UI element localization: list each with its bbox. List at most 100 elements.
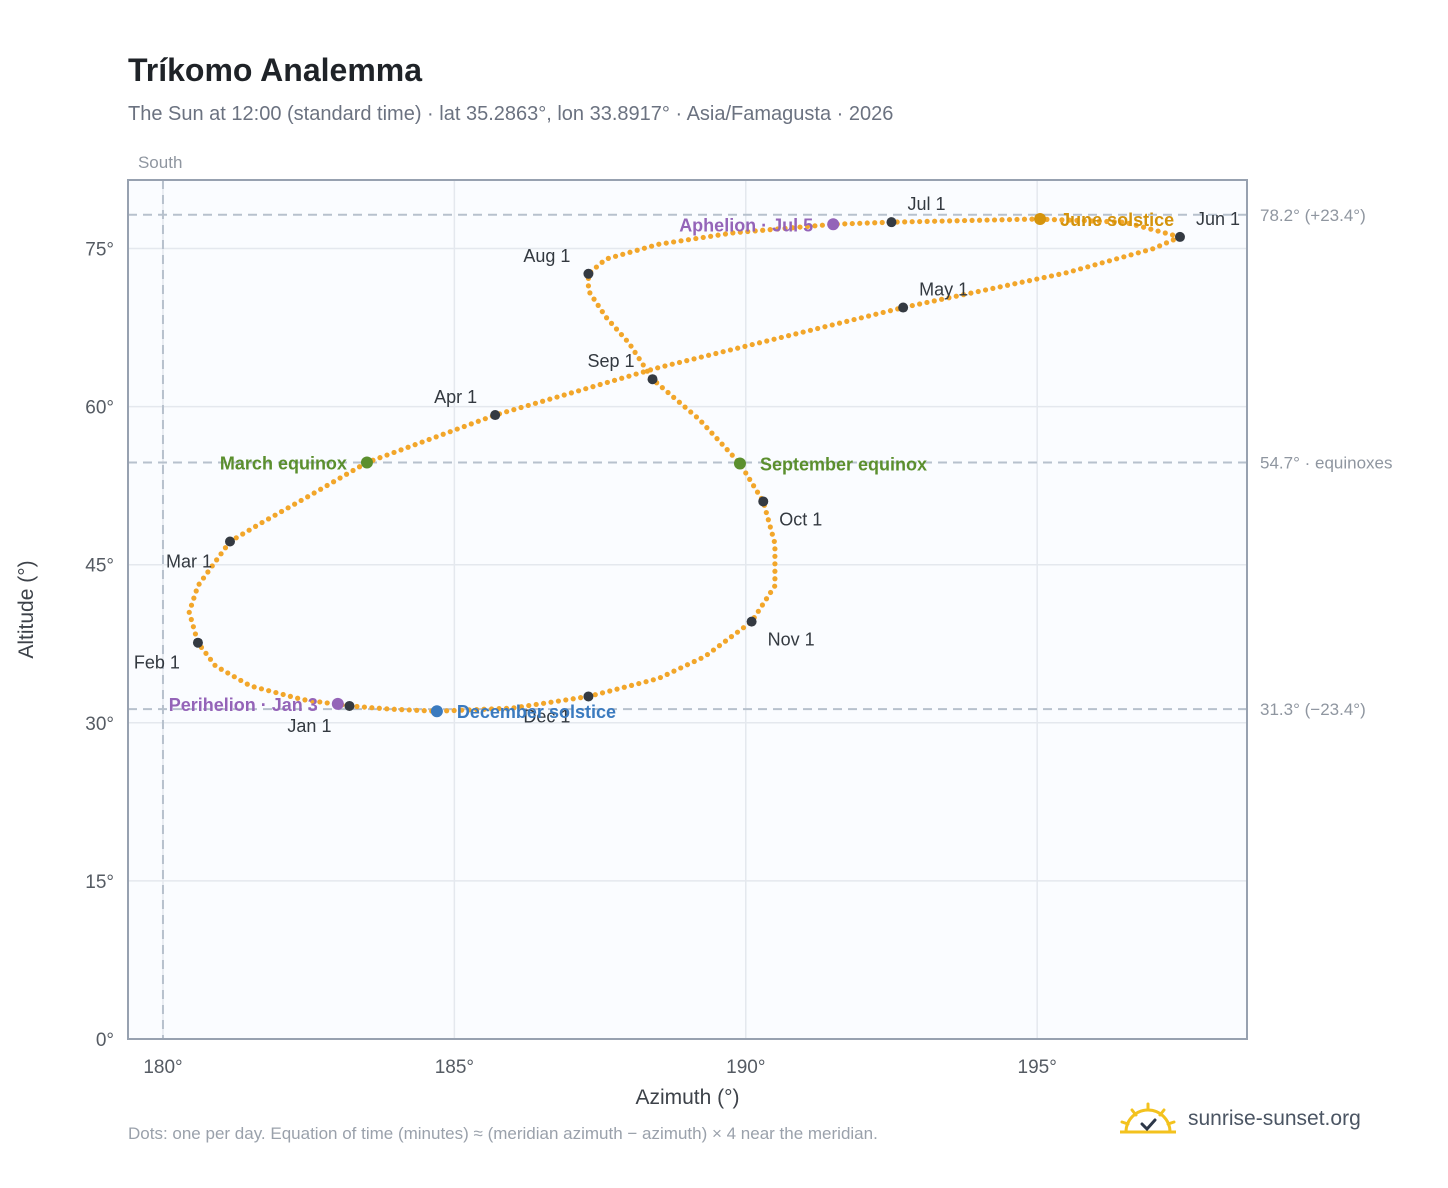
event-marker-label: September equinox [760,455,927,475]
analemma-dot [188,602,195,608]
y-axis-label: Altitude (°) [15,560,38,658]
analemma-dot [1012,281,1018,287]
analemma-dot [698,354,704,360]
analemma-dot [518,404,524,411]
analemma-dot [960,292,967,298]
analemma-dot [742,343,748,349]
analemma-dot [822,324,828,330]
analemma-dot [636,680,642,687]
analemma-dot [309,698,315,704]
analemma-dot [844,318,850,324]
analemma-dot [976,217,983,223]
analemma-dot [421,708,427,714]
analemma-dot [691,658,697,665]
analemma-dot [698,655,704,661]
analemma-dot [330,479,337,485]
analemma-dot [587,290,593,296]
analemma-dot [1081,218,1087,224]
analemma-dot [540,398,546,404]
plot-area [128,180,1247,1039]
analemma-dot [298,497,304,504]
analemma-dot [864,220,870,226]
analemma-dot [797,224,803,230]
analemma-dot [740,625,747,631]
analemma-dot [990,285,996,292]
analemma-dot [599,259,605,265]
analemma-dot [671,668,677,674]
analemma-dot [655,365,661,371]
brand[interactable]: sunrise-sunset.org [1120,1102,1361,1136]
analemma-dot [554,394,560,400]
analemma-dot [620,251,626,257]
analemma-dot [804,223,811,230]
analemma-dot [272,512,278,518]
month-marker-dot [344,700,355,711]
analemma-dot [772,546,778,552]
analemma-dot [917,301,923,307]
y-tick-label: 15° [85,872,114,893]
analemma-dot [924,299,930,306]
plot-background [128,180,1247,1039]
analemma-dot [607,688,613,694]
analemma-dot [999,217,1005,223]
analemma-dot [851,316,857,323]
analemma-dot [756,340,763,346]
analemma-dot [384,452,390,458]
analemma-dot [578,695,584,701]
x-tick-label: 185° [435,1057,474,1078]
month-marker-label: Apr 1 [434,387,477,407]
analemma-dot [719,441,725,447]
analemma-dot [240,531,246,537]
footnote: Dots: one per day. Equation of time (min… [128,1124,878,1143]
chart-subtitle: The Sun at 12:00 (standard time) · lat 3… [128,103,894,125]
analemma-dot [1170,237,1176,243]
analemma-dot [671,394,677,400]
analemma-dot [665,389,671,396]
analemma-dot [196,581,202,587]
analemma-dot [1111,219,1117,225]
analemma-dot [246,527,252,533]
analemma-dot [671,239,677,245]
analemma-dot [650,677,656,683]
chart-title: Tríkomo Analemma [128,52,423,88]
analemma-dot [763,596,770,602]
analemma-dot [555,698,561,704]
analemma-dot [599,309,605,315]
analemma-dot [540,700,547,706]
analemma-dot [337,475,343,481]
analemma-dot [710,647,717,653]
analemma-dot [767,227,773,233]
analemma-dot [212,662,218,668]
analemma-dot [640,362,646,368]
analemma-dot [755,608,761,614]
analemma-dot [879,219,885,226]
analemma-dot [771,538,777,545]
analemma-dot [623,337,630,343]
analemma-dot [1019,279,1025,285]
analemma-dot [1021,216,1028,222]
brand-name[interactable]: sunrise-sunset.org [1188,1107,1361,1130]
analemma-dot [399,707,405,713]
analemma-dot [612,253,619,259]
analemma-dot [608,320,615,326]
analemma-dot [1128,252,1134,258]
month-marker-label: Nov 1 [768,630,815,650]
analemma-dot [628,343,634,349]
event-marker-label: Perihelion · Jan 3 [169,695,318,715]
analemma-dot [939,296,945,302]
analemma-dot [468,421,474,427]
analemma-dot [611,377,618,383]
analemma-dot [324,482,330,489]
analemma-dot [259,519,265,526]
analemma-dot [1063,270,1069,276]
analemma-dot [771,336,777,342]
analemma-dot [252,523,259,529]
analemma-dot [604,379,610,386]
analemma-dot [633,371,639,377]
plot-frame [127,179,1248,1040]
month-marker-label: Jul 1 [907,194,945,214]
analemma-dot [866,313,872,319]
analemma-dot [461,423,467,430]
analemma-dot [207,656,214,662]
analemma-dot [1126,220,1132,226]
